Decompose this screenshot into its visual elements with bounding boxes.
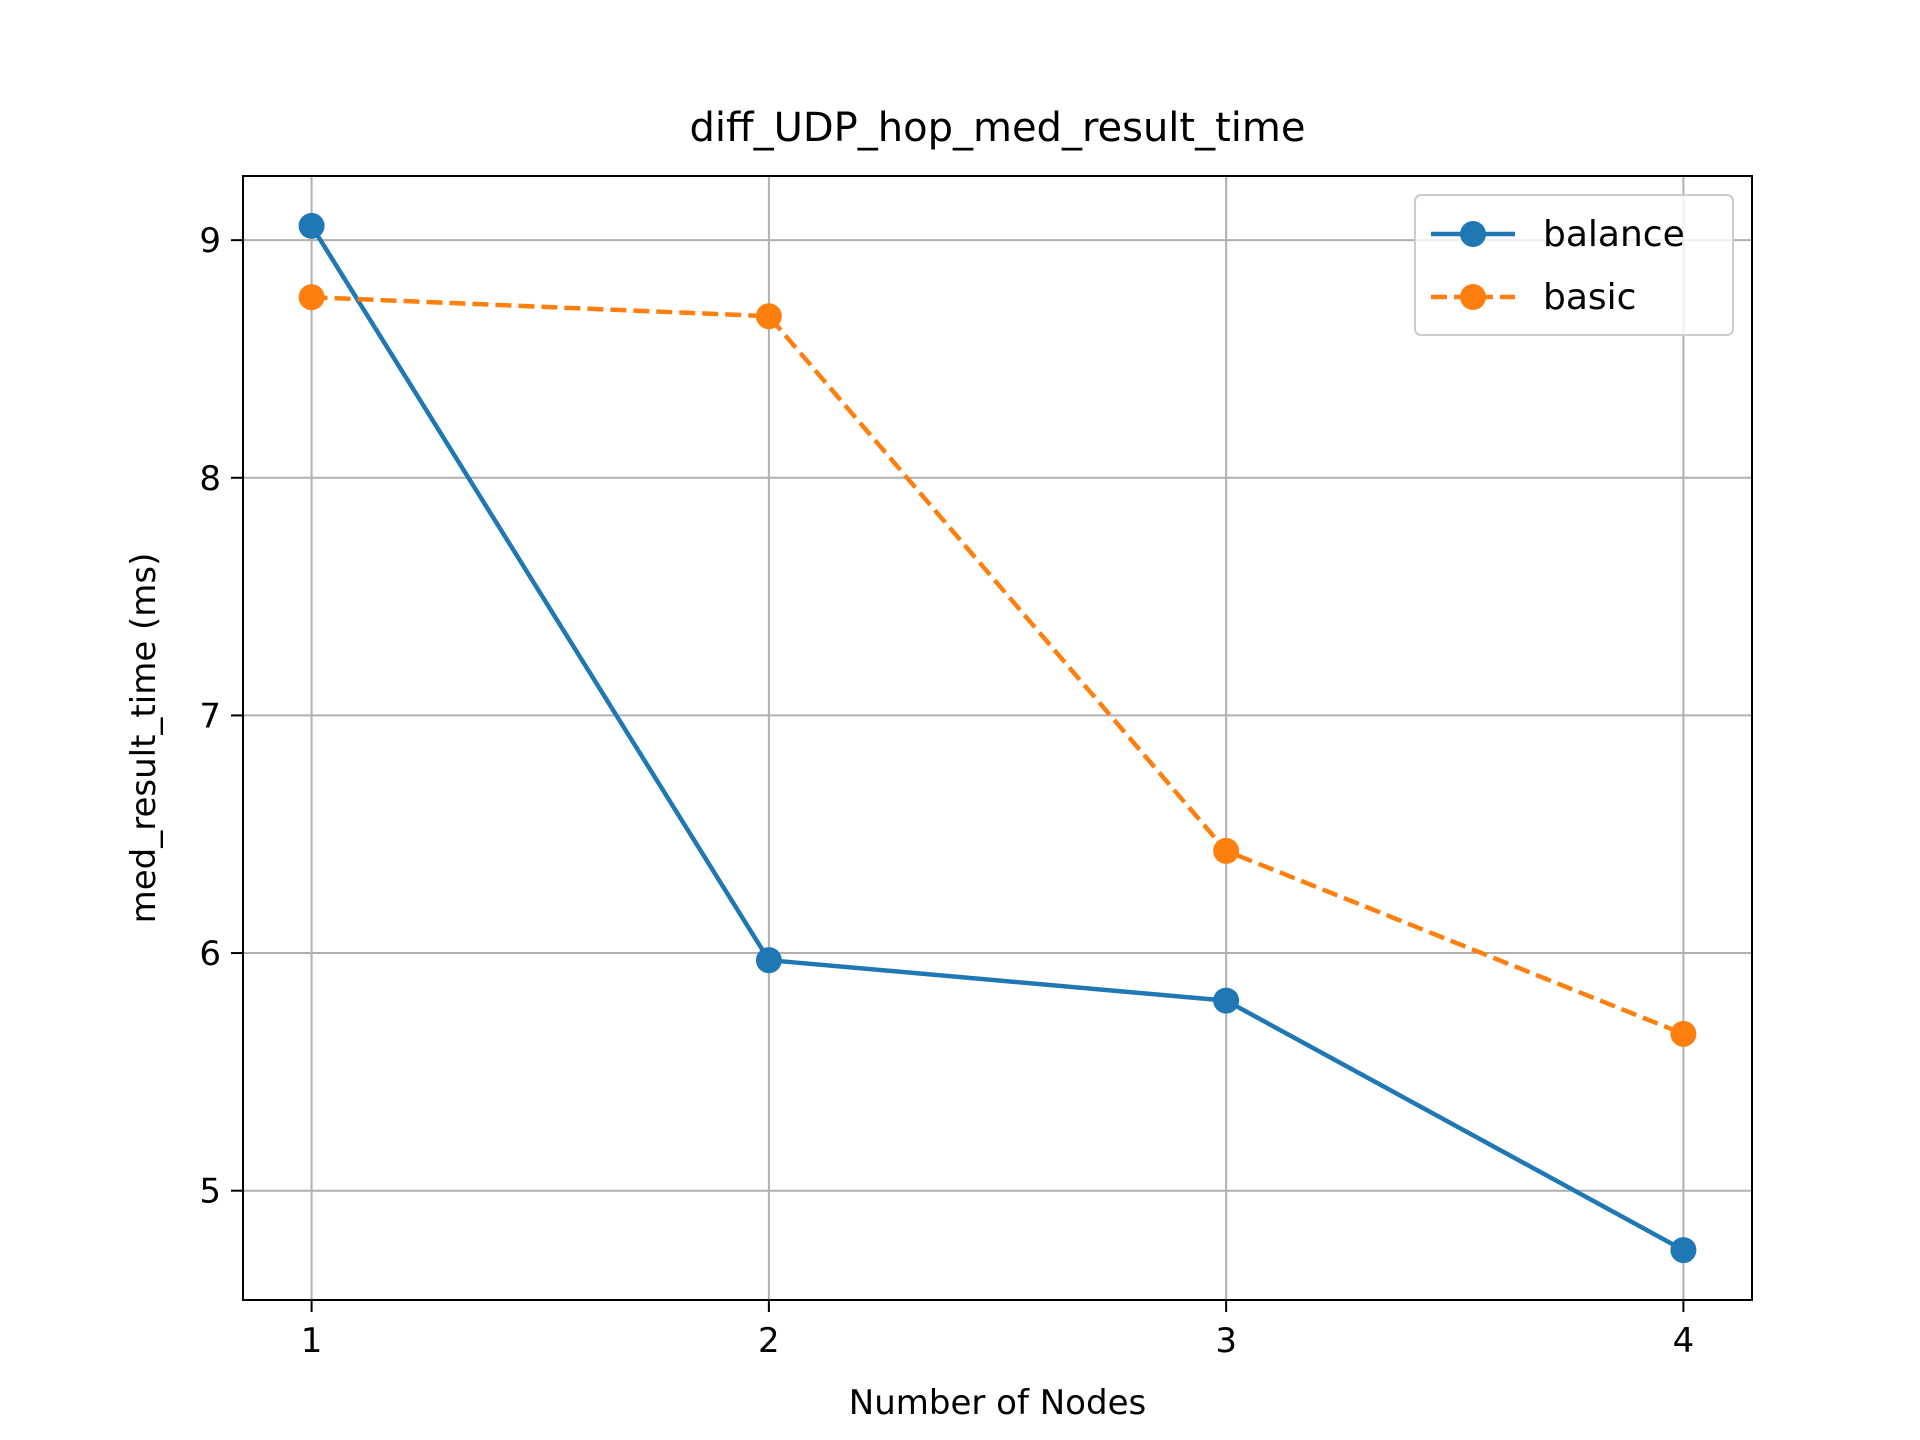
plot-frame — [242, 175, 1753, 1301]
y-tick-label: 9 — [199, 221, 221, 261]
legend-marker-balance — [1460, 221, 1486, 247]
data-point-balance — [298, 212, 325, 239]
data-point-basic — [1670, 1020, 1697, 1047]
data-point-balance — [1213, 987, 1240, 1014]
grid — [243, 176, 1752, 1300]
x-axis-label: Number of Nodes — [849, 1383, 1146, 1423]
data-point-basic — [755, 303, 782, 330]
data-point-balance — [1670, 1237, 1697, 1264]
y-tick-label: 5 — [199, 1172, 221, 1212]
x-tick-label: 2 — [758, 1321, 780, 1361]
series-layer — [298, 212, 1697, 1264]
y-tick-label: 6 — [199, 934, 221, 974]
x-tick-label: 4 — [1673, 1321, 1695, 1361]
legend-label-balance: balance — [1543, 214, 1685, 255]
y-tick-label: 8 — [199, 459, 221, 499]
series-line-balance — [309, 224, 1685, 1253]
x-tick-label: 1 — [301, 1321, 323, 1361]
y-tick-label: 7 — [199, 696, 221, 736]
y-axis-label: med_result_time (ms) — [124, 553, 164, 924]
axis-ticks: 1 2 3 4 5 6 7 8 9 — [199, 221, 1694, 1361]
legend-marker-basic — [1460, 284, 1486, 310]
chart-title: diff_UDP_hop_med_result_time — [690, 105, 1306, 151]
series-balance — [298, 212, 1697, 1264]
data-point-basic — [1213, 837, 1240, 864]
series-line-basic — [311, 294, 1685, 1036]
data-point-basic — [298, 284, 325, 311]
x-tick-label: 3 — [1215, 1321, 1237, 1361]
legend-box — [1414, 194, 1734, 336]
legend-label-basic: basic — [1543, 277, 1636, 318]
legend: balance basic — [1414, 194, 1734, 336]
data-point-balance — [755, 947, 782, 974]
series-basic — [298, 284, 1697, 1047]
